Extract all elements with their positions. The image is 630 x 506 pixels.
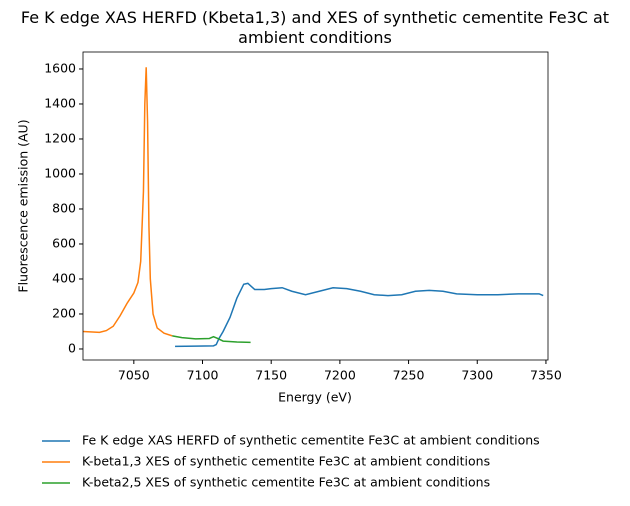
legend-label: K-beta2,5 XES of synthetic cementite Fe3… [82,475,490,490]
series-line [175,282,544,348]
x-tick-label: 7200 [324,368,356,383]
x-tick-label: 7350 [530,368,562,383]
legend-label: Fe K edge XAS HERFD of synthetic cementi… [82,433,540,448]
series-line [172,335,251,344]
series-line [82,67,173,337]
y-tick-label: 400 [52,270,76,285]
x-tick-label: 7100 [187,368,219,383]
chart-title: Fe K edge XAS HERFD (Kbeta1,3) and XES o… [20,8,610,47]
legend-label: K-beta1,3 XES of synthetic cementite Fe3… [82,454,490,469]
y-tick-label: 1000 [44,165,76,180]
x-axis-label: Energy (eV) [278,390,352,405]
y-axis-label: Fluorescence emission (AU) [16,119,31,292]
x-tick-label: 7250 [393,368,425,383]
y-tick-label: 800 [52,200,76,215]
y-tick-label: 1400 [44,95,76,110]
x-tick-label: 7050 [118,368,150,383]
y-tick-label: 200 [52,305,76,320]
y-tick-label: 1200 [44,130,76,145]
legend: Fe K edge XAS HERFD of synthetic cementi… [42,433,540,490]
y-tick-label: 0 [68,340,76,355]
plot-frame [82,51,549,361]
x-tick-label: 7150 [255,368,287,383]
y-tick-label: 1600 [44,60,76,75]
y-tick-label: 600 [52,235,76,250]
x-tick-label: 7300 [461,368,493,383]
